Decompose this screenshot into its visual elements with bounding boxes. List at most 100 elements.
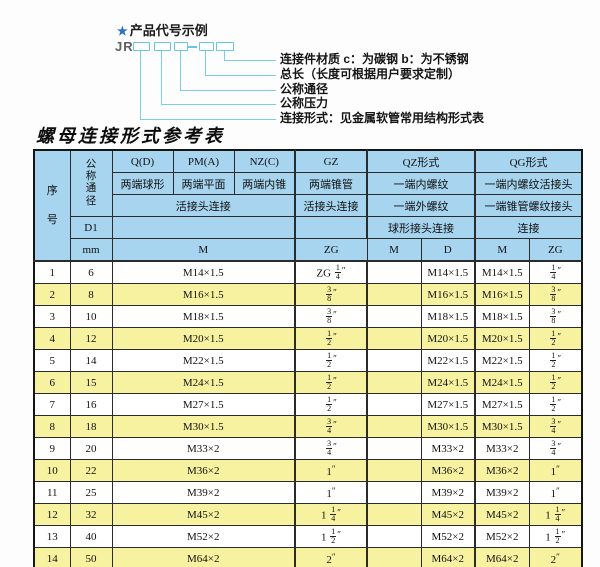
cell-gz: 1″ (294, 481, 368, 504)
diagram-label-connection: 连接形式：见金属软管常用结构形式表 (280, 111, 485, 125)
diagram-heading: ★ 产品代号示例 (117, 20, 208, 39)
cell-dn: 40 (69, 525, 113, 548)
header-gz-desc: 两端锥管 (294, 172, 368, 195)
connector-line (224, 60, 276, 61)
code-box-4 (199, 42, 214, 51)
cell-qz_d: M45×2 (420, 503, 476, 526)
table-row: 14 50 M64×2 2″ M64×2 M64×2 2″ (33, 547, 583, 567)
header-qz-desc2: 一端外螺纹 (365, 194, 476, 217)
diagram-label-diameter: 公称通径 (280, 82, 329, 96)
cell-dn: 22 (69, 459, 113, 482)
cell-qz_d: M16×1.5 (420, 283, 476, 306)
table-title: 螺母连接形式参考表 (36, 126, 225, 147)
header-qg-desc3: 连接 (474, 216, 583, 239)
diagram-heading-text: 产品代号示例 (129, 23, 208, 38)
table-row: 8 18 M30×1.5 3 4 ″ M30×1.5 M30×1.5 3 4 ″ (33, 415, 583, 438)
cell-qg_zg: 1 2 ″ (528, 327, 583, 350)
header-gz: GZ (294, 149, 368, 173)
cell-m: M18×1.5 (111, 305, 296, 328)
cell-qz_m (366, 260, 422, 284)
cell-qz_d: M36×2 (420, 459, 476, 482)
diagram-label-length: 总长（长度可根据用户要求定制） (280, 67, 461, 81)
table-row: 7 16 M27×1.5 1 2 ″ M27×1.5 M27×1.5 1 2 ″ (33, 393, 583, 416)
cell-seq: 4 (33, 327, 71, 350)
cell-dn: 6 (69, 260, 113, 284)
table-body: 1 6 M14×1.5 ZG 1 4 ″ M14×1.5 M14×1.5 1 4 ″ 2 8 M16×1.… (33, 260, 583, 567)
cell-qg_zg: 1 2 ″ (528, 349, 583, 372)
cell-seq: 14 (33, 547, 71, 567)
cell-qg_m: M52×2 (474, 525, 530, 548)
cell-qg_m: M64×2 (474, 547, 530, 567)
code-box-1 (133, 42, 150, 51)
header-dn: 公称通径 (69, 149, 113, 217)
cell-qz_d: M22×1.5 (420, 349, 476, 372)
table-row: 5 14 M22×1.5 1 2 ″ M22×1.5 M22×1.5 1 2 ″ (33, 349, 583, 372)
header-pm-desc: 两端平面 (172, 172, 235, 195)
cell-qz_m (366, 305, 422, 328)
cell-dn: 20 (69, 437, 113, 460)
header-d1: D1 (69, 216, 113, 239)
table-row: 4 12 M20×1.5 1 2 ″ M20×1.5 M20×1.5 1 2 ″ (33, 327, 583, 350)
table-row: 2 8 M16×1.5 3 8 ″ M16×1.5 M16×1.5 3 8 ″ (33, 283, 583, 306)
cell-dn: 10 (69, 305, 113, 328)
header-q: Q(D) (111, 149, 174, 173)
cell-qz_m (366, 371, 422, 394)
cell-seq: 2 (33, 283, 71, 306)
code-box-5 (216, 42, 234, 51)
cell-gz: 3 4 ″ (294, 415, 368, 438)
table-row: 6 15 M24×1.5 1 2 ″ M24×1.5 M24×1.5 1 2 ″ (33, 371, 583, 394)
cell-gz: 1 2 ″ (294, 349, 368, 372)
header-gz-joint: 活接头连接 (294, 194, 368, 217)
cell-seq: 12 (33, 503, 71, 526)
cell-qg_zg: 1 2 ″ (528, 371, 583, 394)
cell-qg_zg: 3 4 ″ (528, 437, 583, 460)
cell-qz_d: M18×1.5 (420, 305, 476, 328)
cell-qz_d: M20×1.5 (420, 327, 476, 350)
cell-m: M16×1.5 (111, 283, 296, 306)
cell-qz_m (366, 437, 422, 460)
cell-dn: 25 (69, 481, 113, 504)
cell-dn: 18 (69, 415, 113, 438)
header-mm: mm (69, 238, 113, 262)
cell-gz: 1 2 ″ (294, 371, 368, 394)
header-empty-gz (294, 216, 368, 239)
header-q-desc: 两端球形 (111, 172, 174, 195)
cell-seq: 13 (33, 525, 71, 548)
cell-seq: 3 (33, 305, 71, 328)
cell-qz_m (366, 547, 422, 567)
cell-gz: 1″ (294, 459, 368, 482)
header-qg-zg: ZG (528, 238, 583, 262)
header-qz-desc1: 一端内螺纹 (365, 172, 476, 195)
cell-gz: 3 8 ″ (294, 305, 368, 328)
cell-qg_m: M36×2 (474, 459, 530, 482)
cell-qz_d: M27×1.5 (420, 393, 476, 416)
cell-qg_m: M27×1.5 (474, 393, 530, 416)
cell-gz: 3 4 ″ (294, 437, 368, 460)
cell-qz_d: M33×2 (420, 437, 476, 460)
cell-seq: 9 (33, 437, 71, 460)
cell-gz: 1 1 2 ″ (294, 525, 368, 548)
cell-m: M24×1.5 (111, 371, 296, 394)
header-zg: ZG (294, 238, 368, 262)
connector-line (180, 90, 276, 91)
cell-seq: 7 (33, 393, 71, 416)
cell-dn: 14 (69, 349, 113, 372)
nut-connection-table: 序号 公称通径 Q(D) PM(A) NZ(C) GZ QZ形式 QG形式 两端… (33, 149, 584, 567)
table-row: 3 10 M18×1.5 3 8 ″ M18×1.5 M18×1.5 3 8 ″ (33, 305, 583, 328)
cell-m: M14×1.5 (111, 260, 296, 284)
cell-qg_zg: 3 8 ″ (528, 305, 583, 328)
cell-gz: ZG 1 4 ″ (294, 260, 368, 284)
connector-line (205, 51, 206, 75)
cell-qz_m (366, 525, 422, 548)
header-pm: PM(A) (172, 149, 235, 173)
cell-gz: 3 8 ″ (294, 283, 368, 306)
header-qz-desc3: 球形接头连接 (365, 216, 476, 239)
connector-line (140, 51, 141, 119)
cell-qg_m: M18×1.5 (474, 305, 530, 328)
cell-qg_zg: 1 2 ″ (528, 393, 583, 416)
cell-qz_m (366, 503, 422, 526)
cell-qz_m (366, 349, 422, 372)
cell-gz: 2″ (294, 547, 368, 567)
cell-qz_d: M24×1.5 (420, 371, 476, 394)
table-row: 13 40 M52×2 1 1 2 ″ M52×2 M52×2 1 1 2 ″ (33, 525, 583, 548)
